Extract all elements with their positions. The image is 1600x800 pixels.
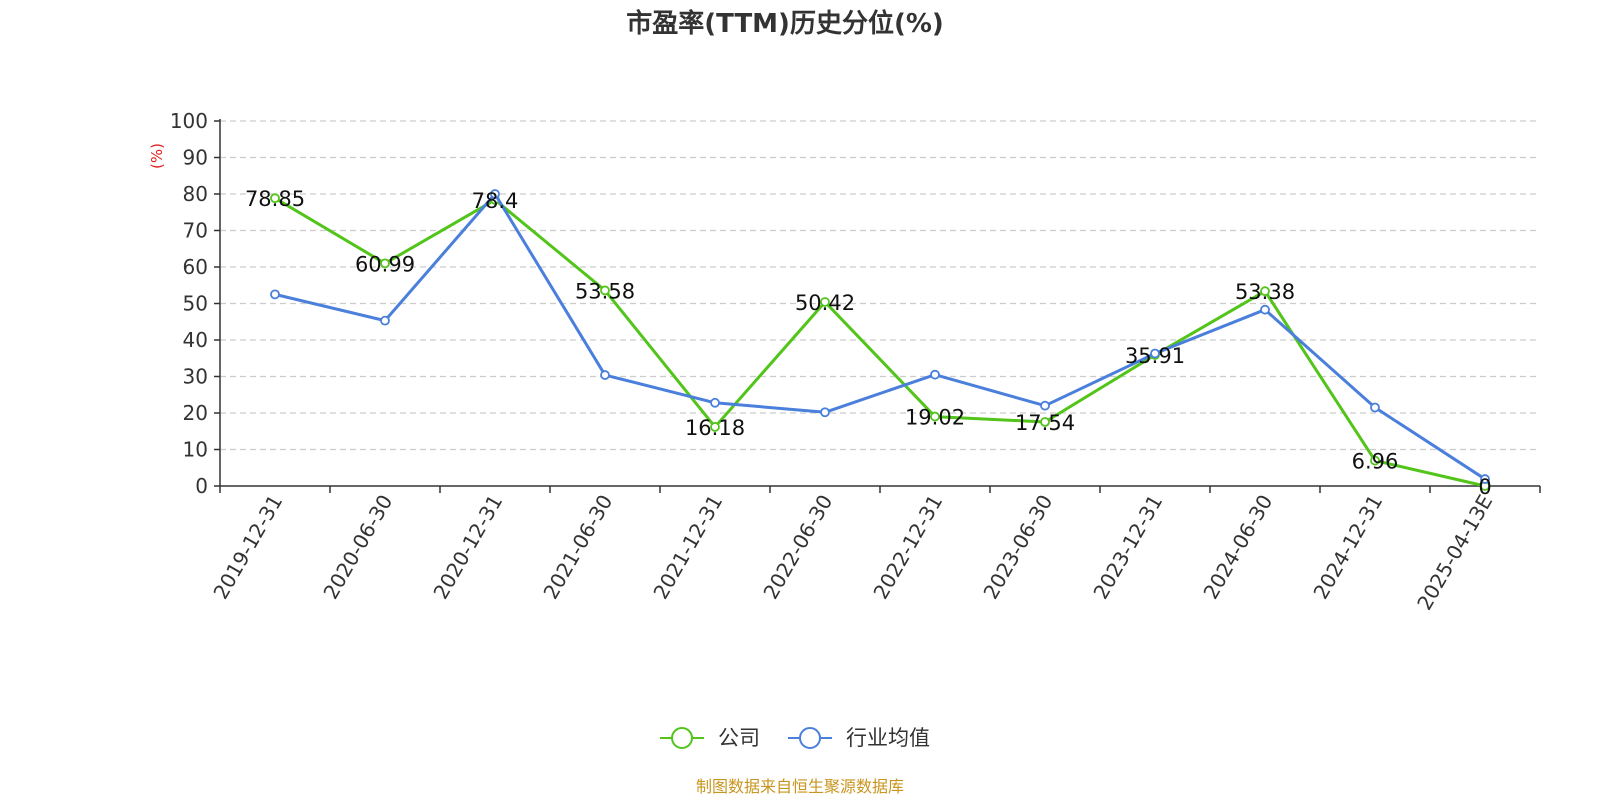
data-label: 0 xyxy=(1478,475,1491,499)
data-point[interactable] xyxy=(1040,417,1050,427)
x-axis-ticks: 2019-12-31 2020-06-30 2020-12-31 2021-06-30… xyxy=(208,486,1541,615)
y-tick-label: 90 xyxy=(183,146,208,170)
x-tick-label: 2020-12-31 xyxy=(428,491,507,604)
data-point[interactable] xyxy=(1260,304,1270,315)
grid-lines xyxy=(220,120,1540,451)
y-tick-label: 20 xyxy=(183,401,208,425)
data-point[interactable] xyxy=(710,422,720,432)
data-label: 60.99 xyxy=(355,252,415,276)
y-axis-unit: (%) xyxy=(148,143,166,169)
data-point[interactable] xyxy=(490,189,500,199)
data-point[interactable] xyxy=(930,369,940,380)
series-company-line xyxy=(274,196,1486,488)
data-label: 53.38 xyxy=(1235,280,1295,304)
series-industry xyxy=(270,189,1490,484)
legend-item-industry[interactable]: 行业均值 xyxy=(788,726,930,750)
data-label: 35.91 xyxy=(1125,344,1185,368)
data-point[interactable] xyxy=(1040,400,1050,411)
y-tick-label: 30 xyxy=(183,365,208,389)
data-label: 6.96 xyxy=(1352,450,1399,474)
y-tick-label: 50 xyxy=(183,292,208,316)
x-tick-label: 2024-12-31 xyxy=(1308,491,1387,604)
y-tick-label: 100 xyxy=(170,109,208,133)
x-tick-label: 2023-12-31 xyxy=(1088,491,1167,604)
data-point[interactable] xyxy=(1370,402,1380,413)
x-tick-label: 2025-04-13E xyxy=(1412,491,1497,615)
y-axis-ticks: 0 10 20 30 40 50 60 70 80 90 100 xyxy=(170,109,220,498)
axes xyxy=(219,119,1540,487)
legend: 公司 行业均值 xyxy=(660,726,930,750)
series-industry-line xyxy=(274,192,1486,481)
data-label: 17.54 xyxy=(1015,411,1075,435)
y-tick-label: 80 xyxy=(183,182,208,206)
data-point[interactable] xyxy=(820,297,830,307)
data-point[interactable] xyxy=(1480,474,1490,484)
legend-marker-industry xyxy=(799,727,821,749)
y-tick-label: 10 xyxy=(183,438,208,462)
legend-label-company: 公司 xyxy=(718,726,760,750)
data-point[interactable] xyxy=(1260,286,1270,297)
x-tick-label: 2022-06-30 xyxy=(758,491,837,604)
data-source-note: 制图数据来自恒生聚源数据库 xyxy=(696,777,904,796)
x-tick-label: 2021-12-31 xyxy=(648,491,727,604)
x-tick-label: 2023-06-30 xyxy=(978,491,1057,604)
data-point[interactable] xyxy=(270,193,280,204)
data-point[interactable] xyxy=(710,397,720,408)
legend-item-company[interactable]: 公司 xyxy=(660,726,760,750)
data-label: 78.4 xyxy=(472,189,519,213)
x-tick-label: 2020-06-30 xyxy=(318,491,397,604)
data-label: 78.85 xyxy=(245,187,305,211)
data-label: 19.02 xyxy=(905,406,965,430)
x-tick-label: 2022-12-31 xyxy=(868,491,947,604)
series-company xyxy=(270,193,1490,491)
data-labels: 78.85 60.99 78.4 53.58 16.18 50.42 19.02 17.54 3… xyxy=(245,187,1492,499)
data-point[interactable] xyxy=(1370,455,1380,466)
data-point[interactable] xyxy=(1150,348,1160,359)
y-tick-label: 60 xyxy=(183,255,208,279)
series-layer xyxy=(270,189,1490,491)
data-point[interactable] xyxy=(930,411,940,422)
x-tick-label: 2019-12-31 xyxy=(208,491,287,604)
data-label: 50.42 xyxy=(795,291,855,315)
data-point[interactable] xyxy=(270,289,280,300)
data-point[interactable] xyxy=(820,407,830,418)
y-tick-label: 0 xyxy=(195,474,208,498)
x-tick-label: 2021-06-30 xyxy=(538,491,617,604)
legend-marker-company xyxy=(671,727,693,749)
data-point[interactable] xyxy=(380,315,390,326)
data-label: 53.58 xyxy=(575,279,635,303)
data-point[interactable] xyxy=(380,258,390,269)
chart-title: 市盈率(TTM)历史分位(%) xyxy=(626,8,944,39)
data-label: 16.18 xyxy=(685,416,745,440)
x-tick-label: 2024-06-30 xyxy=(1198,491,1277,604)
y-tick-label: 40 xyxy=(183,328,208,352)
data-point[interactable] xyxy=(600,285,610,296)
y-tick-label: 70 xyxy=(183,219,208,243)
legend-label-industry: 行业均值 xyxy=(846,726,930,750)
data-point[interactable] xyxy=(600,370,610,380)
